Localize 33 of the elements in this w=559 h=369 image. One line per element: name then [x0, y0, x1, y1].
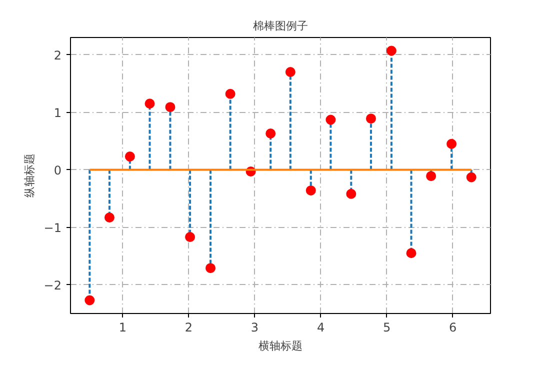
- point: [104, 212, 114, 222]
- point: [346, 188, 356, 199]
- point: [266, 128, 276, 139]
- point: [206, 263, 216, 274]
- x-tick-label: 6: [449, 320, 457, 334]
- y-tick-label: 0: [54, 163, 62, 178]
- chart-title: 棉棒图例子: [253, 20, 308, 32]
- point: [144, 98, 155, 109]
- y-tick-label: −2: [44, 278, 62, 292]
- point: [225, 88, 236, 99]
- point: [84, 295, 95, 306]
- point: [124, 152, 135, 162]
- y-tick-label: −1: [44, 220, 62, 235]
- point: [285, 67, 296, 77]
- point: [426, 171, 436, 182]
- x-tick-label: 4: [316, 320, 325, 334]
- point: [306, 185, 316, 196]
- y-axis-title: 纵轴标题: [22, 154, 36, 198]
- y-tick-label: 2: [54, 48, 62, 62]
- y-tick-label: 1: [54, 106, 62, 120]
- x-tick-label: 3: [250, 320, 259, 334]
- point: [165, 102, 176, 112]
- point: [466, 172, 476, 182]
- x-tick-label: 5: [383, 320, 391, 334]
- x-tick-label: 1: [118, 320, 126, 334]
- point: [185, 232, 196, 242]
- point: [446, 138, 457, 149]
- x-axis-title: 横轴标题: [258, 340, 302, 352]
- point: [386, 46, 396, 56]
- point: [326, 114, 336, 125]
- point: [366, 114, 376, 124]
- x-tick-label: 2: [184, 320, 193, 334]
- point: [406, 248, 416, 258]
